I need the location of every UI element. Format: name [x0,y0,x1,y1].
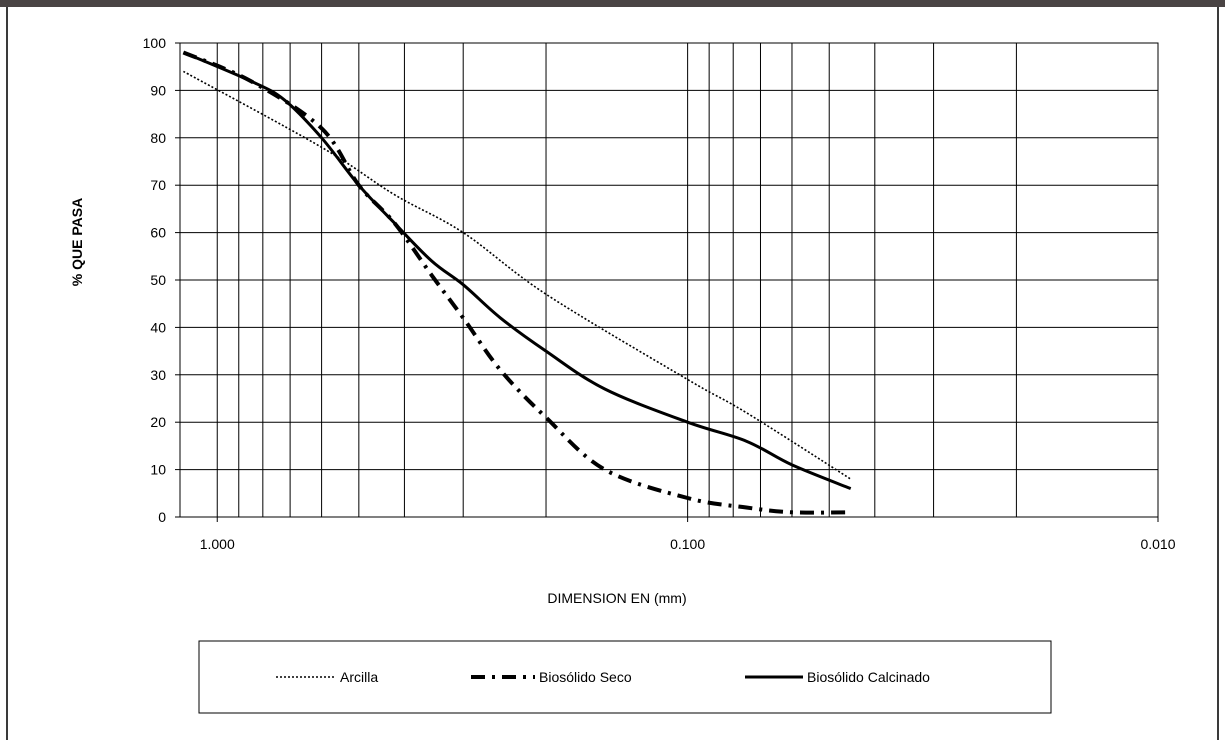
x-tick-label: 0.010 [1140,536,1175,552]
y-tick-label: 90 [150,82,166,98]
y-tick-label: 100 [143,35,167,51]
x-axis-ticks: 1.000 0.100 0.010 [200,517,1176,552]
frame-right-border [1217,7,1219,740]
y-tick-label: 30 [150,367,166,383]
y-tick-label: 40 [150,319,166,335]
y-axis-ticks: 0 10 20 30 40 50 60 70 80 90 100 [143,35,180,525]
y-tick-label: 60 [150,225,166,241]
legend-label: Biosólido Seco [539,669,632,685]
y-tick-label: 10 [150,462,166,478]
frame-left-border [6,7,8,740]
series-line-bios-lido-seco [182,50,851,515]
chart-legend: Arcilla Biosólido Seco Biosólido Calcinado [198,640,1052,714]
y-tick-label: 20 [150,414,166,430]
legend-label: Biosólido Calcinado [807,669,930,685]
y-tick-label: 50 [150,272,166,288]
series-lines [182,50,852,515]
x-axis-label: DIMENSION EN (mm) [547,590,686,606]
y-axis-label: % QUE PASA [69,198,85,286]
plot-grid [180,43,1159,517]
y-tick-label: 70 [150,177,166,193]
x-tick-label: 1.000 [200,536,235,552]
x-tick-label: 0.100 [670,536,705,552]
legend-box [198,640,1052,714]
y-tick-label: 0 [158,509,166,525]
series-line-arcilla [183,70,852,480]
y-tick-label: 80 [150,130,166,146]
series-line-bios-lido-calcinado [182,51,852,490]
window-top-bar [0,0,1225,7]
legend-label: Arcilla [340,669,378,685]
